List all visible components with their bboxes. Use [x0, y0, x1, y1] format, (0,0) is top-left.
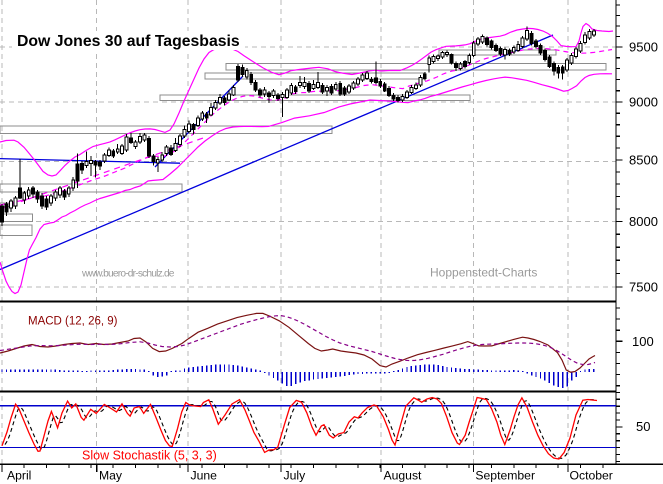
svg-text:9000: 9000: [629, 94, 658, 109]
svg-text:8500: 8500: [629, 152, 658, 167]
svg-text:MACD (12, 26, 9): MACD (12, 26, 9): [28, 316, 118, 328]
svg-text:August: August: [384, 468, 423, 482]
svg-text:June: June: [191, 468, 218, 482]
svg-text:September: September: [475, 468, 535, 482]
svg-text:July: July: [284, 468, 307, 482]
svg-text:www.buero-dr-schulz.de: www.buero-dr-schulz.de: [81, 269, 175, 280]
svg-text:7500: 7500: [629, 280, 658, 295]
svg-text:April: April: [7, 468, 31, 482]
svg-text:Dow Jones 30 auf Tagesbasis: Dow Jones 30 auf Tagesbasis: [17, 33, 240, 50]
svg-text:May: May: [99, 468, 123, 482]
svg-text:Slow Stochastik (5, 3, 3): Slow Stochastik (5, 3, 3): [82, 449, 217, 463]
svg-text:100: 100: [632, 334, 654, 349]
svg-text:9500: 9500: [629, 40, 658, 55]
svg-text:8000: 8000: [629, 214, 658, 229]
svg-text:October: October: [570, 468, 613, 482]
svg-text:Hoppenstedt-Charts: Hoppenstedt-Charts: [430, 266, 537, 280]
svg-text:50: 50: [636, 419, 650, 434]
